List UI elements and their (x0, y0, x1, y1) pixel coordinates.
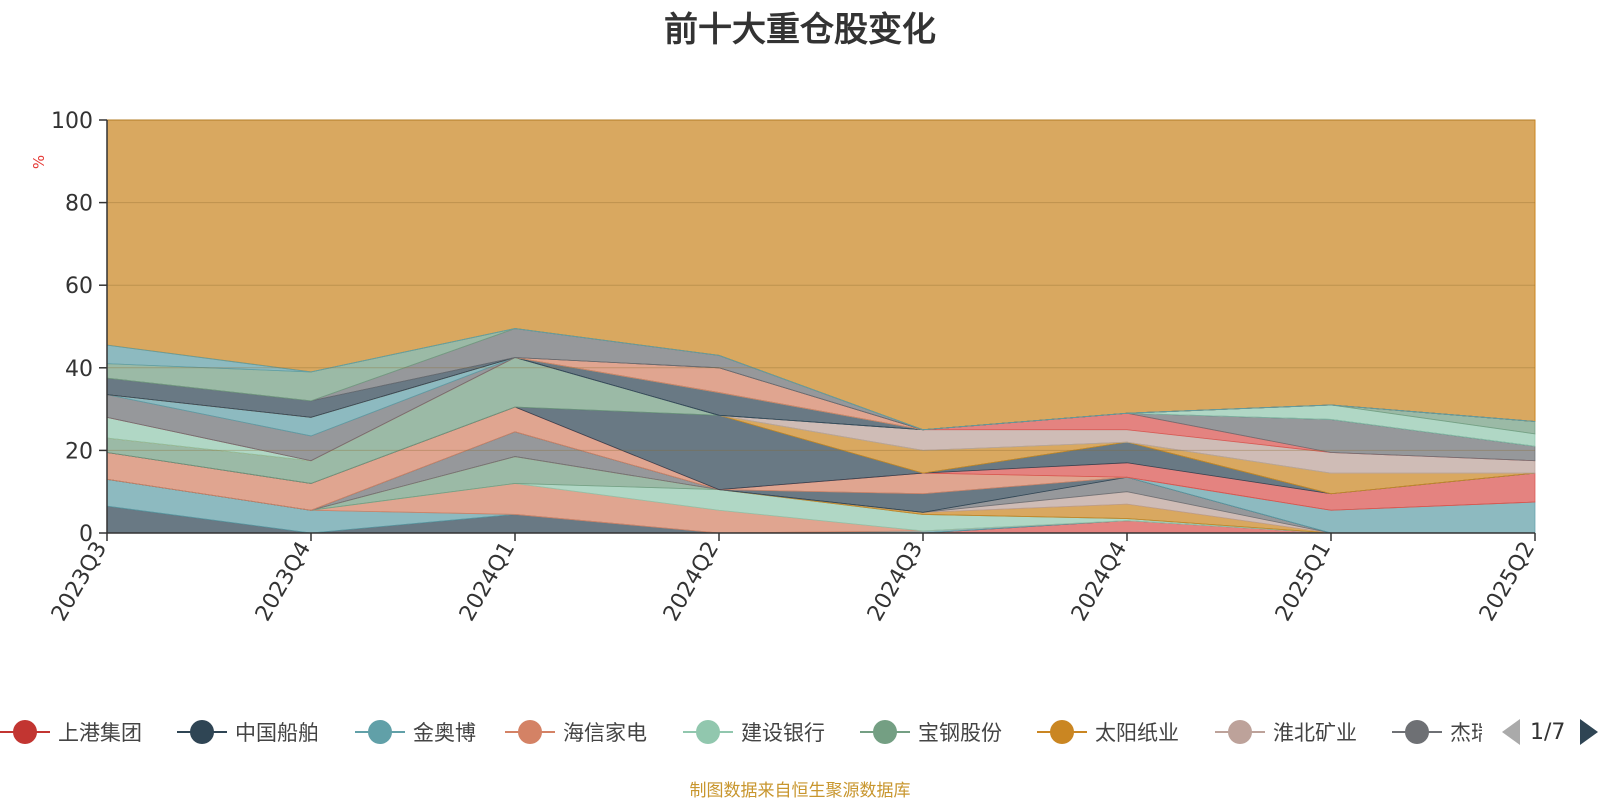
legend-item[interactable]: 宝钢股份 (860, 712, 1002, 752)
series-area (106, 328, 1536, 431)
y-tick-label: 60 (65, 274, 93, 299)
legend-label: 建设银行 (741, 721, 825, 745)
chart-title: 前十大重仓股变化 (664, 10, 936, 50)
legend-next-button[interactable] (1578, 716, 1600, 748)
y-axis-label: % (30, 155, 48, 169)
legend-marker-icon (505, 720, 555, 744)
legend-label: 中国船舶 (235, 721, 319, 745)
legend-label: 宝钢股份 (918, 721, 1002, 745)
legend-label: 太阳纸业 (1095, 721, 1179, 745)
legend-item[interactable]: 上港集团 (0, 712, 142, 752)
x-tick-label: 2024Q1 (455, 538, 520, 626)
legend-prev-button[interactable] (1500, 716, 1522, 748)
legend-item[interactable]: 杰瑞股份 (1392, 712, 1482, 752)
x-tick-label: 2023Q3 (47, 538, 112, 626)
legend-marker-icon (683, 720, 733, 744)
legend-label: 杰瑞股份 (1450, 721, 1482, 745)
x-tick-label: 2024Q3 (863, 538, 928, 626)
x-tick-label: 2024Q2 (659, 538, 724, 626)
legend-label: 淮北矿业 (1273, 721, 1357, 745)
legend-marker-icon (1392, 720, 1442, 744)
legend-item[interactable]: 海信家电 (505, 712, 647, 752)
x-tick-label: 2025Q2 (1475, 538, 1540, 626)
triangle-right-icon (1580, 719, 1598, 745)
y-tick-label: 0 (79, 522, 93, 547)
legend: 上港集团 中国船舶 金奥博 海信家电 建设银行 宝钢股份 太阳纸业 淮北矿业 杰瑞股份 1/7 (0, 712, 1600, 752)
legend-item[interactable]: 建设银行 (683, 712, 825, 752)
legend-label: 金奥博 (413, 721, 476, 745)
legend-label: 上港集团 (58, 721, 142, 745)
legend-marker-icon (1037, 720, 1087, 744)
y-tick-label: 40 (65, 357, 93, 382)
y-tick-label: 100 (51, 109, 93, 134)
source-note: 制图数据来自恒生聚源数据库 (689, 781, 911, 801)
legend-item[interactable]: 太阳纸业 (1037, 712, 1179, 752)
legend-marker-icon (1215, 720, 1265, 744)
legend-marker-icon (860, 720, 910, 744)
legend-marker-icon (355, 720, 405, 744)
x-tick-label: 2025Q1 (1271, 538, 1336, 626)
legend-marker-icon (177, 720, 227, 744)
y-tick-label: 80 (65, 192, 93, 217)
legend-viewport: 上港集团 中国船舶 金奥博 海信家电 建设银行 宝钢股份 太阳纸业 淮北矿业 杰瑞股份 (0, 712, 1482, 752)
legend-marker-icon (0, 720, 50, 744)
legend-item[interactable]: 中国船舶 (177, 712, 319, 752)
legend-item[interactable]: 淮北矿业 (1215, 712, 1357, 752)
triangle-left-icon (1502, 719, 1520, 745)
x-tick-label: 2024Q4 (1067, 538, 1132, 626)
x-tick-label: 2023Q4 (251, 538, 316, 626)
legend-label: 海信家电 (563, 721, 647, 745)
y-tick-label: 20 (65, 439, 93, 464)
legend-item[interactable]: 金奥博 (355, 712, 476, 752)
legend-page-indicator: 1/7 (1530, 719, 1566, 745)
chart-plot: 0 20 40 60 80 100% 2023Q3 2023Q4 2024Q1 2024Q2 202… (30, 109, 1540, 626)
